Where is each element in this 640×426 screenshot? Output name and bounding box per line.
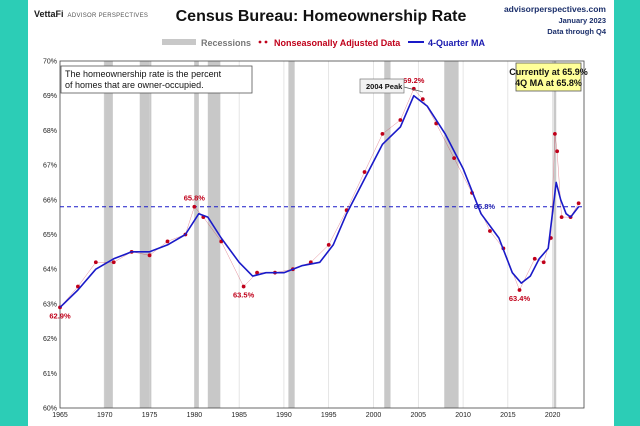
grid-lines xyxy=(104,61,553,408)
recession-band-2 xyxy=(194,61,199,408)
value-annotation: 63.5% xyxy=(233,291,255,300)
x-tick-label: 1990 xyxy=(276,412,292,419)
x-tick-label: 1980 xyxy=(187,412,203,419)
recession-band-5 xyxy=(384,61,391,408)
nsa-point xyxy=(555,149,560,154)
recession-band-4 xyxy=(288,61,295,408)
legend-nsa-dot-2 xyxy=(264,40,268,44)
nsa-point xyxy=(380,131,385,136)
y-tick-label: 63% xyxy=(43,301,57,308)
source-date: January 2023 xyxy=(558,16,606,25)
peak-callout-frame xyxy=(359,78,405,94)
nsa-point xyxy=(76,284,80,289)
chart-title: Census Bureau: Homeownership Rate xyxy=(175,8,467,25)
y-tick-label: 64% xyxy=(43,267,57,274)
current-line-1: Currently at 65.9% xyxy=(509,67,588,77)
brand-logo: VettaFi ADVISOR PERSPECTIVES xyxy=(34,9,149,19)
value-annotation: 62.9% xyxy=(49,311,71,320)
nsa-point xyxy=(192,204,197,209)
x-tick-label: 1965 xyxy=(52,412,68,419)
nsa-point xyxy=(255,270,259,275)
nsa-point xyxy=(326,243,331,247)
y-tick-label: 70% xyxy=(43,59,57,66)
y-tick-label: 69% xyxy=(43,93,57,100)
nsa-point xyxy=(241,284,246,289)
recession-band-7 xyxy=(553,61,557,408)
y-tick-label: 67% xyxy=(43,163,57,170)
nsa-connector xyxy=(59,88,579,308)
nsa-point xyxy=(452,156,457,161)
y-tick-label: 66% xyxy=(43,197,57,204)
y-tick-label: 68% xyxy=(43,128,57,135)
peak-label: 2004 Peak xyxy=(366,82,403,91)
nsa-point xyxy=(541,260,546,265)
legend-recession-swatch xyxy=(162,39,196,45)
chart-svg: Recessions Nonseasonally Adjusted Data 4… xyxy=(43,38,588,419)
reference-line: 65.8% xyxy=(60,200,584,211)
note-line-1: The homeownership rate is the percent xyxy=(65,69,222,79)
x-tick-label: 2010 xyxy=(455,412,471,419)
current-box: Currently at 65.9% 4Q MA at 65.8% xyxy=(509,62,588,92)
reference-label: 65.8% xyxy=(474,202,496,211)
nsa-point xyxy=(517,288,522,292)
note-box-frame xyxy=(60,65,253,94)
legend-ma: 4-Quarter MA xyxy=(428,38,486,48)
x-tick-label: 1975 xyxy=(142,412,158,419)
nsa-point xyxy=(111,260,116,265)
y-tick-label: 62% xyxy=(43,336,57,343)
nsa-point xyxy=(488,229,492,233)
nsa-point xyxy=(532,256,537,261)
source-block: advisorperspectives.com January 2023 Dat… xyxy=(504,4,606,37)
nsa-point xyxy=(362,170,367,174)
peak-callout: 2004 Peak xyxy=(359,78,424,94)
y-tick-label: 60% xyxy=(43,406,57,413)
nsa-points xyxy=(58,86,581,310)
recession-band-3 xyxy=(207,61,221,408)
recession-band-0 xyxy=(103,61,113,408)
current-box-frame xyxy=(515,62,582,92)
annotations: 62.9% 65.8% 63.5% 69.2% 63.4% xyxy=(49,76,530,321)
x-tick-label: 2000 xyxy=(366,412,382,419)
y-axis: 60% 61% 62% 63% 64% 65% 66% 67% 68% 69% 70% xyxy=(43,59,57,413)
legend-nsa-dot-1 xyxy=(258,40,262,44)
x-axis: 1965 1970 1975 1980 1985 1990 1995 2000 2005 2010… xyxy=(52,412,560,419)
value-annotation: 65.8% xyxy=(184,194,206,203)
peak-callout-leader xyxy=(403,86,424,93)
nsa-point xyxy=(165,239,170,244)
source-through: Data through Q4 xyxy=(547,27,606,36)
nsa-point xyxy=(559,215,564,220)
ma-line xyxy=(59,94,580,308)
x-tick-label: 2005 xyxy=(411,412,427,419)
nsa-point xyxy=(552,131,557,136)
nsa-point xyxy=(420,97,425,102)
nsa-point xyxy=(576,201,581,206)
x-tick-label: 1970 xyxy=(97,412,113,419)
x-tick-label: 1995 xyxy=(321,412,337,419)
recession-band-1 xyxy=(139,61,152,408)
source-site: advisorperspectives.com xyxy=(503,4,606,14)
value-annotation: 63.4% xyxy=(509,294,531,303)
y-tick-label: 61% xyxy=(43,371,57,378)
plot-frame xyxy=(59,60,585,409)
current-line-2: 4Q MA at 65.8% xyxy=(515,78,582,88)
note-line-2: of homes that are owner-occupied. xyxy=(65,80,204,90)
y-tick-label: 65% xyxy=(43,232,57,239)
legend: Recessions Nonseasonally Adjusted Data 4… xyxy=(162,38,486,48)
chart-panel: VettaFi ADVISOR PERSPECTIVES Census Burea… xyxy=(28,0,614,426)
note-box: The homeownership rate is the percent of… xyxy=(60,65,253,94)
nsa-point xyxy=(93,260,98,265)
nsa-point xyxy=(398,118,403,122)
legend-recessions: Recessions xyxy=(201,38,251,48)
recession-band-6 xyxy=(444,61,459,408)
legend-nsa: Nonseasonally Adjusted Data xyxy=(274,38,401,48)
x-tick-label: 1985 xyxy=(231,412,247,419)
recession-bands xyxy=(103,61,557,408)
nsa-point xyxy=(147,253,152,258)
reference-label-bg xyxy=(472,200,499,211)
x-tick-label: 2015 xyxy=(500,412,516,419)
x-tick-label: 2020 xyxy=(545,412,561,419)
ma-series-line xyxy=(59,94,580,308)
value-annotation: 69.2% xyxy=(403,76,425,85)
